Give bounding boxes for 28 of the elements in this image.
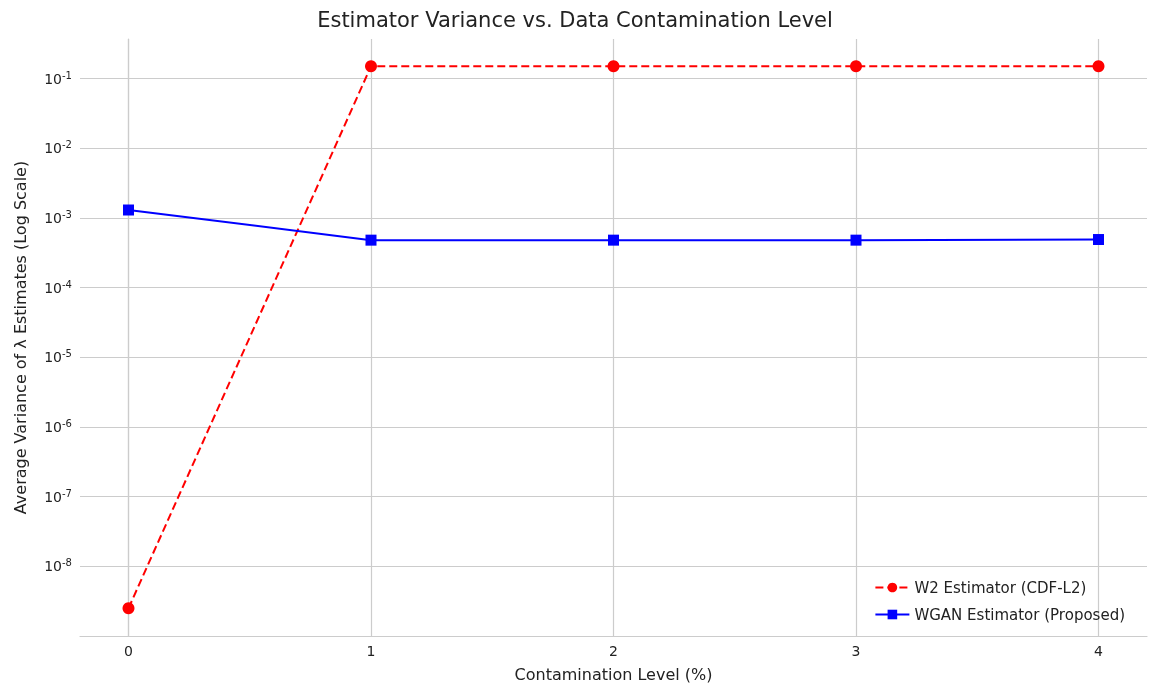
x-tick-label: 0 <box>124 643 133 659</box>
point <box>850 60 862 73</box>
point <box>365 60 377 73</box>
y-tick-label: 10$^{-7}$ <box>44 487 72 505</box>
x-tick-label: 4 <box>1094 643 1104 659</box>
point <box>1093 234 1104 246</box>
legend-label: W2 Estimator (CDF-L2) <box>914 578 1087 597</box>
legend-label: WGAN Estimator (Proposed) <box>914 605 1125 624</box>
y-tick-label: 10$^{-5}$ <box>44 347 72 366</box>
x-tick-label: 2 <box>609 643 618 659</box>
y-tick-label: 10$^{-6}$ <box>44 417 72 435</box>
y-tick-label: 10$^{-1}$ <box>44 69 72 87</box>
x-tick-label: 3 <box>851 643 861 659</box>
y-axis-title: Average Variance of λ Estimates (Log Scale) <box>10 160 30 515</box>
point <box>608 234 619 246</box>
x-tick-label: 1 <box>366 643 376 659</box>
y-tick-label: 10$^{-4}$ <box>44 278 72 296</box>
chart-title: Estimator Variance vs. Data Contamination Level <box>317 7 833 32</box>
x-axis-title: Contamination Level (%) <box>514 664 713 684</box>
y-tick-label: 10$^{-8}$ <box>44 556 72 575</box>
point <box>1092 60 1105 73</box>
point <box>123 204 134 216</box>
point <box>850 234 862 246</box>
y-tick-label: 10$^{-3}$ <box>44 208 72 226</box>
y-tick-label: 10$^{-2}$ <box>44 138 72 157</box>
point <box>122 602 135 615</box>
point <box>607 60 620 73</box>
point <box>365 234 377 246</box>
